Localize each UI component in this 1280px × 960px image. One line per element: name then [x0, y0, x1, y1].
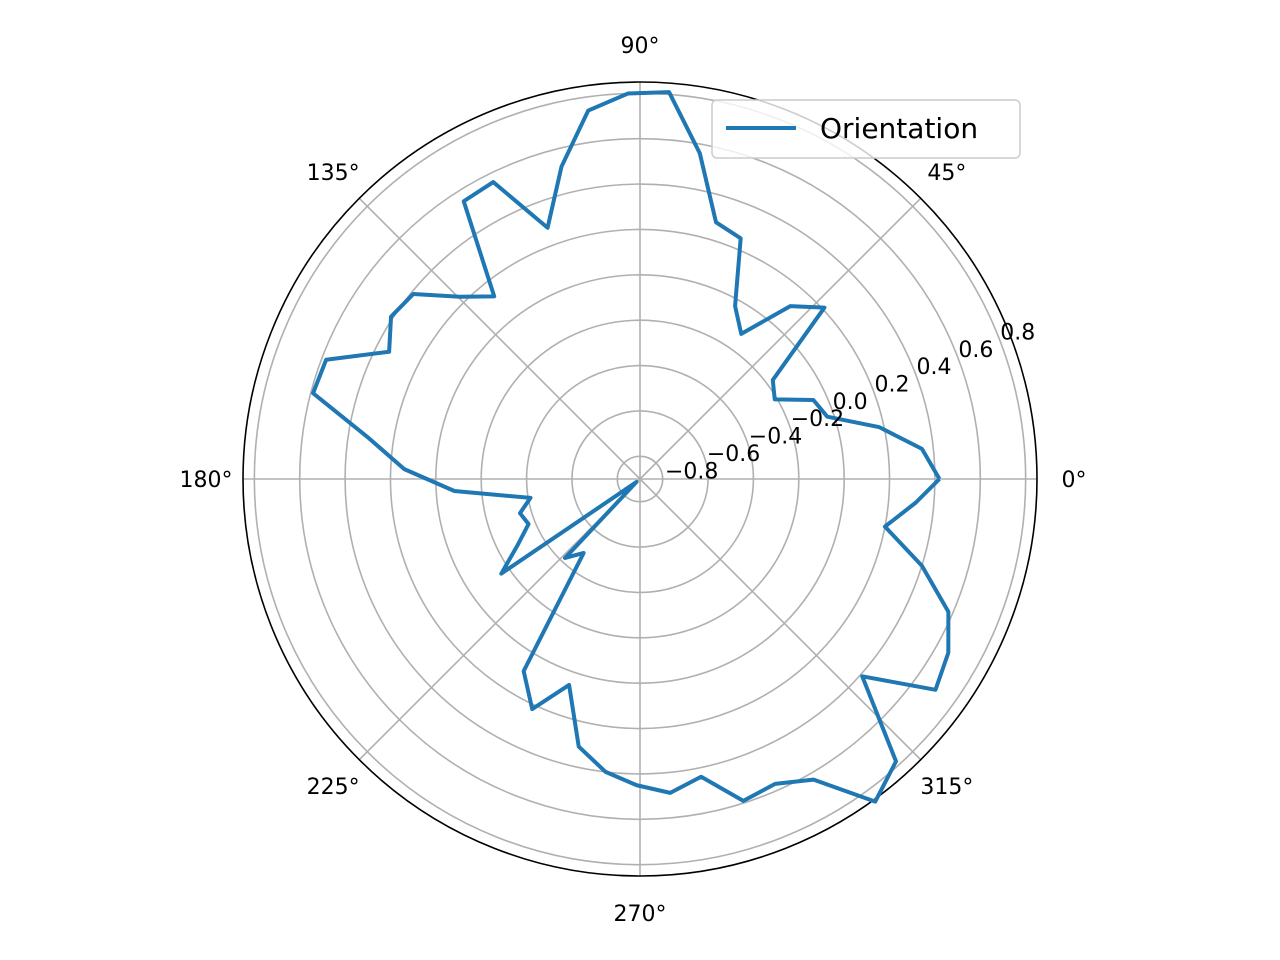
- r-tick-label: −0.8: [665, 459, 718, 484]
- theta-tick-label: 225°: [307, 775, 360, 800]
- r-tick-label: −0.2: [791, 407, 844, 432]
- legend: Orientation: [711, 99, 1021, 159]
- theta-gridline: [358, 197, 641, 480]
- axis-labels: 0° 45° 90° 135° 180° 225° 270° 315° −0.8−0.6−0.4…: [180, 34, 1087, 927]
- legend-label-orientation: Orientation: [820, 112, 978, 145]
- theta-tick-label: 90°: [621, 34, 660, 59]
- r-tick-label: −0.6: [707, 442, 760, 467]
- polar-grid: [242, 81, 1038, 877]
- r-tick-label: 0.6: [958, 338, 993, 363]
- theta-gridline: [639, 478, 922, 761]
- theta-tick-label: 180°: [180, 468, 233, 493]
- series-line-orientation: [311, 90, 951, 804]
- r-tick-label: 0.0: [833, 390, 868, 415]
- legend-frame: [711, 99, 1021, 159]
- theta-tick-label: 270°: [614, 902, 667, 927]
- r-tick-label: 0.4: [916, 355, 951, 380]
- r-tick-label: 0.8: [1000, 320, 1035, 345]
- theta-tick-label: 135°: [307, 161, 360, 186]
- theta-tick-label: 45°: [927, 161, 966, 186]
- theta-gridline: [639, 197, 922, 480]
- theta-tick-label: 315°: [920, 775, 973, 800]
- series-layer: [311, 90, 951, 804]
- theta-tick-label: 0°: [1062, 468, 1087, 493]
- r-tick-label: −0.4: [749, 425, 802, 450]
- r-tick-label: 0.2: [875, 373, 910, 398]
- polar-frame: [242, 81, 1038, 877]
